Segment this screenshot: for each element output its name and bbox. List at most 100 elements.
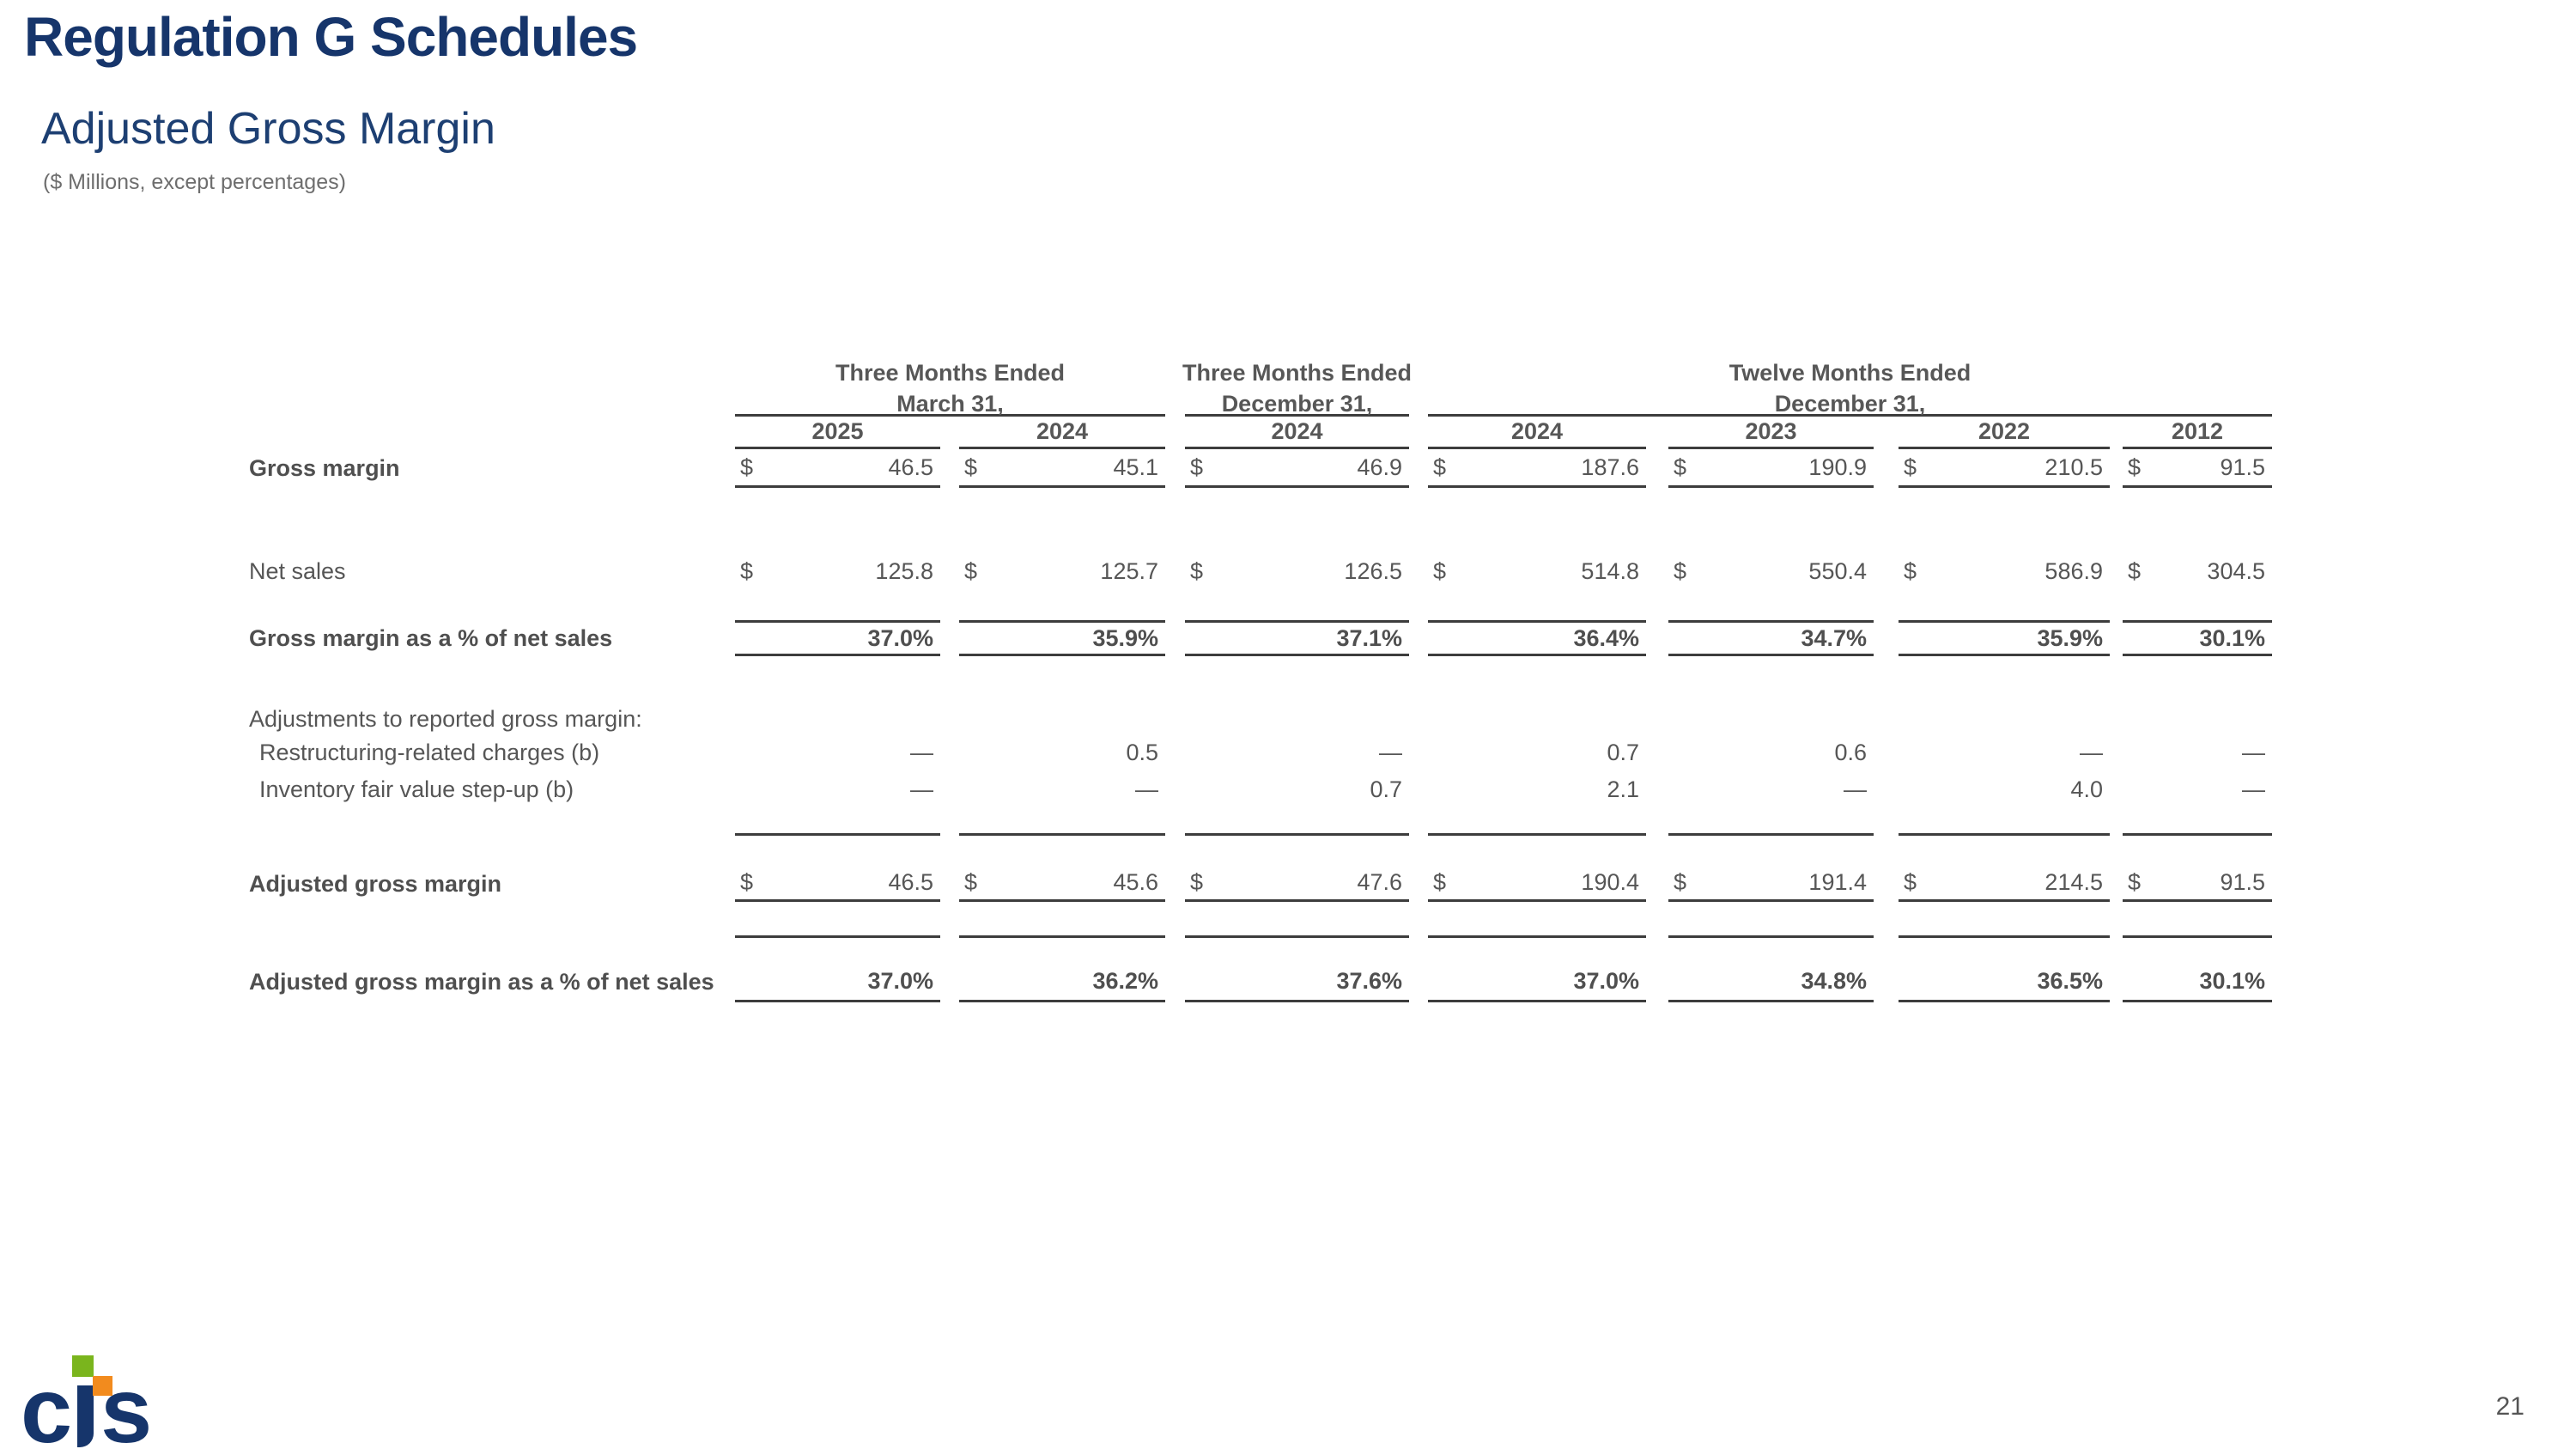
cell-adjusted-gross-margin-pct: 37.0%: [735, 962, 940, 1002]
currency-symbol: $: [1674, 557, 1687, 584]
adjusted-gross-margin-table: Three Months Ended March 31, Three Month…: [249, 356, 2272, 1002]
col-header-year-2024-q4: 2024: [1185, 417, 1409, 449]
col-group-line1: Twelve Months Ended: [1728, 360, 1971, 386]
col-group-twelve-months-december: Twelve Months Ended December 31,: [1428, 356, 2272, 417]
units-note: ($ Millions, except percentages): [43, 170, 346, 194]
currency-symbol: $: [1674, 454, 1687, 480]
table-title: Adjusted Gross Margin: [41, 104, 495, 154]
cell-value: —: [2242, 740, 2265, 765]
currency-symbol: $: [1433, 869, 1447, 895]
currency-symbol: $: [740, 557, 754, 584]
cell-value: 37.0%: [867, 967, 933, 994]
cts-logo: c s: [21, 1347, 201, 1449]
currency-symbol: $: [1904, 557, 1917, 584]
cell-value: —: [1135, 776, 1158, 802]
cell-value: 187.6: [1581, 454, 1639, 480]
cell-adjusted-gross-margin: $46.5: [735, 866, 940, 902]
currency-symbol: $: [2128, 454, 2142, 480]
cell-gross-margin-pct: 37.1%: [1185, 620, 1409, 656]
cell-value: 4.0: [2070, 776, 2103, 802]
cell-gross-margin-pct: 36.4%: [1428, 620, 1646, 656]
cell-adjusted-gross-margin: $190.4: [1428, 866, 1646, 902]
cell-value: 514.8: [1581, 557, 1639, 584]
cell-gross-margin: $46.9: [1185, 449, 1409, 488]
cell-value: 0.7: [1370, 776, 1402, 802]
cell-value: 37.0%: [1573, 967, 1639, 994]
col-header-year-2012: 2012: [2123, 417, 2272, 449]
page-title: Regulation G Schedules: [24, 6, 638, 68]
rule-spacer: [1899, 807, 2110, 836]
cell-restructuring: —: [1899, 734, 2110, 771]
rule-spacer: [1668, 902, 1874, 938]
row-label-gross-margin: Gross margin: [249, 455, 400, 481]
cell-value: 36.2%: [1092, 967, 1158, 994]
cell-value: 586.9: [2044, 557, 2103, 584]
logo-t-stem: [77, 1385, 94, 1447]
cell-gross-margin-pct: 35.9%: [959, 620, 1165, 656]
currency-symbol: $: [1190, 454, 1204, 480]
cell-value: 46.5: [888, 869, 933, 895]
cell-gross-margin: $45.1: [959, 449, 1165, 488]
cell-value: 91.5: [2220, 454, 2265, 480]
cell-value: 35.9%: [2037, 624, 2103, 651]
cell-adjusted-gross-margin-pct: 36.2%: [959, 962, 1165, 1002]
cell-inventory: —: [959, 771, 1165, 807]
currency-symbol: $: [740, 869, 754, 895]
cell-value: 126.5: [1344, 557, 1402, 584]
col-group-line2: December 31,: [1221, 390, 1373, 417]
cell-value: 34.8%: [1801, 967, 1867, 994]
row-label-restructuring-charges: Restructuring-related charges (b): [259, 740, 600, 765]
cell-value: 0.6: [1834, 740, 1867, 765]
cell-restructuring: —: [735, 734, 940, 771]
cell-value: 46.5: [888, 454, 933, 480]
currency-symbol: $: [1904, 454, 1917, 480]
currency-symbol: $: [1433, 454, 1447, 480]
cell-value: 34.7%: [1801, 624, 1867, 651]
row-label-adjusted-gross-margin: Adjusted gross margin: [249, 870, 502, 897]
rule-spacer: [959, 807, 1165, 836]
rule-spacer: [1428, 902, 1646, 938]
cell-value: 30.1%: [2199, 624, 2265, 651]
cell-value: 45.6: [1113, 869, 1158, 895]
cell-value: 0.5: [1126, 740, 1158, 765]
logo-orange-square: [93, 1376, 112, 1396]
page-number: 21: [2495, 1392, 2524, 1421]
row-label-gross-margin-pct: Gross margin as a % of net sales: [249, 624, 613, 651]
cell-gross-margin: $91.5: [2123, 449, 2272, 488]
rule-spacer: [2123, 807, 2272, 836]
cell-adjusted-gross-margin: $191.4: [1668, 866, 1874, 902]
cell-value: 46.9: [1357, 454, 1402, 480]
cell-value: —: [2080, 740, 2103, 765]
cell-restructuring: —: [2123, 734, 2272, 771]
currency-symbol: $: [1190, 869, 1204, 895]
cell-inventory: —: [2123, 771, 2272, 807]
rule-spacer: [2123, 902, 2272, 938]
cell-adjusted-gross-margin-pct: 37.0%: [1428, 962, 1646, 1002]
currency-symbol: $: [964, 557, 978, 584]
cell-gross-margin-pct: 34.7%: [1668, 620, 1874, 656]
col-group-three-months-december: Three Months Ended December 31,: [1182, 356, 1412, 417]
cell-value: 47.6: [1357, 869, 1402, 895]
cell-value: —: [1844, 776, 1867, 802]
cell-net-sales: $304.5: [2123, 550, 2272, 593]
cell-value: 45.1: [1113, 454, 1158, 480]
col-header-year-2024-q1: 2024: [959, 417, 1165, 449]
cell-value: 35.9%: [1092, 624, 1158, 651]
cell-value: 37.6%: [1336, 967, 1402, 994]
cell-value: 191.4: [1808, 869, 1867, 895]
cell-value: 37.0%: [867, 624, 933, 651]
cell-adjusted-gross-margin: $91.5: [2123, 866, 2272, 902]
row-label-adjustments-section: Adjustments to reported gross margin:: [249, 706, 642, 732]
cell-adjusted-gross-margin: $214.5: [1899, 866, 2110, 902]
cell-inventory: —: [735, 771, 940, 807]
cell-restructuring: 0.6: [1668, 734, 1874, 771]
cell-value: 91.5: [2220, 869, 2265, 895]
cell-value: 2.1: [1607, 776, 1639, 802]
row-label-inventory-step-up: Inventory fair value step-up (b): [259, 776, 574, 802]
col-group-line1: Three Months Ended: [835, 360, 1065, 386]
rule-spacer: [1185, 807, 1409, 836]
cell-value: —: [1379, 740, 1402, 765]
col-header-year-2023: 2023: [1668, 417, 1874, 449]
rule-spacer: [1428, 807, 1646, 836]
cell-inventory: —: [1668, 771, 1874, 807]
